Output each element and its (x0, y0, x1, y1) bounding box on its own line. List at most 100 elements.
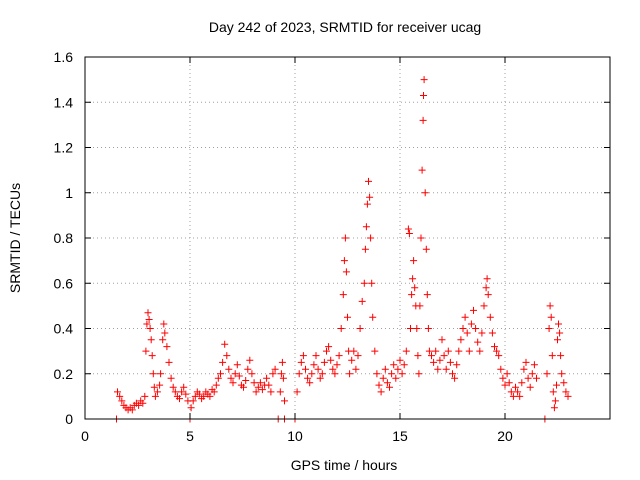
data-point (304, 374, 312, 382)
data-point (246, 356, 254, 364)
data-point (118, 397, 126, 405)
data-point (438, 336, 446, 344)
data-point (182, 390, 190, 398)
data-point (163, 343, 171, 351)
data-point (346, 370, 354, 378)
data-point (169, 383, 177, 391)
data-point (335, 352, 343, 360)
data-point (271, 365, 279, 373)
data-point (488, 329, 496, 337)
data-point (449, 370, 456, 378)
data-point (153, 388, 161, 396)
data-point (554, 336, 561, 344)
data-point (549, 388, 557, 396)
data-point (248, 370, 256, 378)
data-point (420, 76, 428, 84)
data-point (358, 297, 366, 305)
data-point (167, 374, 175, 382)
data-point (165, 358, 173, 366)
y-tick-label: 0.4 (54, 321, 74, 337)
data-point (556, 329, 564, 337)
data-point (180, 383, 188, 391)
data-point (379, 374, 387, 382)
data-point (476, 347, 484, 355)
data-point (339, 291, 347, 299)
data-point (381, 365, 389, 373)
data-points (113, 76, 572, 423)
data-point (528, 370, 536, 378)
data-point (459, 325, 467, 332)
data-point (560, 379, 568, 387)
data-point (356, 325, 364, 332)
data-point (145, 316, 153, 323)
data-point (467, 320, 475, 328)
data-point (267, 388, 275, 396)
data-point (151, 392, 159, 400)
data-point (189, 397, 197, 405)
data-point (501, 381, 509, 389)
data-point (150, 383, 158, 391)
data-point (520, 365, 528, 373)
data-point (558, 370, 566, 378)
data-point (495, 352, 503, 360)
data-point (546, 302, 554, 310)
data-point (388, 370, 396, 378)
data-point (160, 320, 168, 328)
data-point (225, 365, 233, 373)
data-point (157, 370, 165, 378)
data-point (483, 275, 491, 283)
data-point (402, 347, 410, 355)
data-point (302, 365, 309, 373)
data-point (507, 388, 515, 396)
data-point (149, 370, 157, 378)
data-point (329, 365, 337, 373)
y-tick-label: 1.6 (54, 49, 74, 65)
data-point (128, 406, 136, 414)
data-point (221, 340, 229, 348)
data-point (436, 356, 444, 364)
data-point (212, 381, 220, 389)
data-point (250, 379, 258, 387)
data-point (176, 395, 183, 403)
data-point (434, 365, 442, 373)
data-point (503, 370, 511, 378)
data-point (217, 370, 224, 378)
data-point (366, 193, 374, 201)
data-point (360, 279, 368, 287)
data-point (550, 404, 558, 412)
chart-title: Day 242 of 2023, SRMTID for receiver uca… (209, 19, 481, 35)
data-point (472, 325, 480, 332)
data-point (293, 388, 301, 396)
data-point (553, 381, 560, 389)
data-point (484, 291, 492, 299)
x-tick-label: 5 (186, 428, 194, 444)
data-point (419, 116, 427, 124)
data-point (555, 320, 562, 328)
data-point (229, 379, 237, 387)
data-point (390, 361, 398, 369)
data-point (323, 347, 330, 355)
y-tick-label: 1.2 (54, 140, 74, 156)
data-point (146, 325, 154, 332)
data-point (223, 352, 231, 360)
x-tick-label: 10 (287, 428, 303, 444)
data-point (491, 343, 498, 351)
data-point (299, 352, 307, 360)
data-point (219, 358, 227, 366)
data-point (428, 352, 435, 360)
y-tick-label: 1.4 (54, 94, 74, 110)
data-point (263, 374, 271, 382)
data-point (377, 388, 385, 396)
data-point (340, 257, 348, 265)
data-point (316, 374, 324, 382)
data-point (432, 347, 440, 355)
data-point (187, 404, 195, 412)
data-point (227, 374, 235, 382)
data-point (424, 325, 432, 332)
data-point (416, 302, 424, 310)
data-point (457, 336, 465, 344)
data-point (147, 336, 155, 344)
data-point (530, 361, 538, 369)
data-point (562, 388, 570, 396)
data-point (407, 325, 414, 332)
